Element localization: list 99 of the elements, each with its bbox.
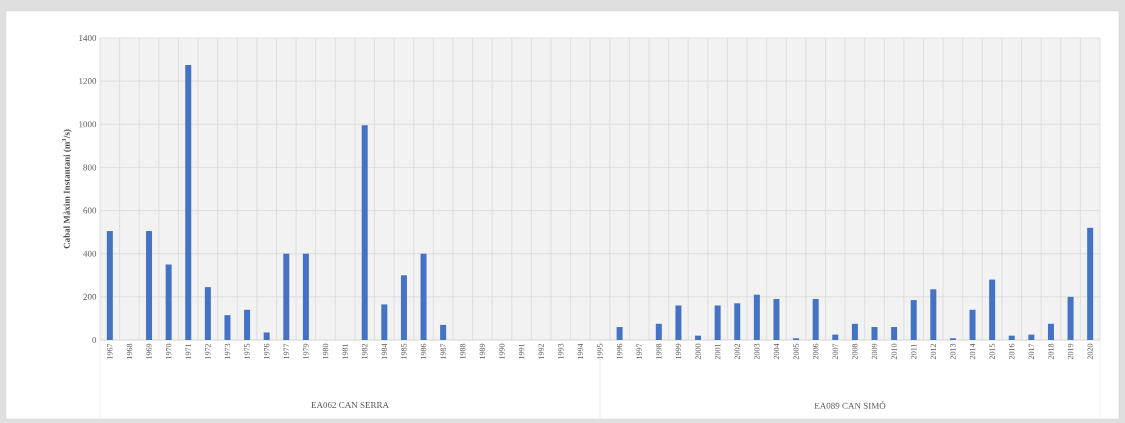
x-tick-label: 2001 <box>714 344 721 360</box>
text: EA062 CAN SERRA <box>311 401 389 409</box>
y-tick-label: 1400 <box>79 34 97 42</box>
x-tick-label: 1976 <box>263 343 270 359</box>
bar <box>302 253 309 340</box>
y-tick-label: 0 <box>92 336 97 344</box>
y-axis-title: Cabal Màxim Instantani (m$^{3}$/s) <box>61 129 72 249</box>
x-tick-label: 1970 <box>165 343 172 359</box>
x-tick-label: 1981 <box>342 344 348 359</box>
bar <box>1047 323 1054 340</box>
bar <box>910 300 917 340</box>
bar <box>224 315 231 340</box>
x-tick-label: 1989 <box>479 343 486 359</box>
y-tick-label: 400 <box>83 250 97 257</box>
bar <box>283 253 290 340</box>
x-tick-label: 2020 <box>1087 343 1093 360</box>
x-tick-label: 2008 <box>852 343 858 360</box>
bar <box>714 305 721 340</box>
x-tick-label: 2015 <box>989 343 995 360</box>
x-tick-label: 2013 <box>950 343 956 360</box>
x-tick-label: 1984 <box>381 343 388 359</box>
bar <box>1028 334 1035 340</box>
x-tick-label: 2010 <box>891 343 897 360</box>
x-tick-label: 1988 <box>460 343 466 359</box>
y-tick-label: 1200 <box>79 78 97 85</box>
x-tick-label: 2009 <box>871 343 878 360</box>
x-tick-label: 1992 <box>538 343 544 359</box>
bar <box>871 327 878 340</box>
bar <box>812 299 819 340</box>
x-tick-label: 1969 <box>146 343 152 359</box>
x-tick-label: 1975 <box>244 343 250 359</box>
x-tick-label: 1990 <box>499 343 505 359</box>
x-tick-label: 2007 <box>832 343 838 360</box>
x-tick-label: 2012 <box>930 343 937 360</box>
bar <box>989 279 996 340</box>
x-tick-label: 1987 <box>440 343 446 359</box>
bar <box>1067 296 1074 340</box>
x-tick-label: 1982 <box>362 343 368 359</box>
bar <box>832 334 839 340</box>
x-tick-label: 1994 <box>577 343 584 359</box>
bar <box>773 299 780 340</box>
x-tick-label: 1968 <box>126 343 133 359</box>
bar <box>185 64 192 340</box>
x-tick-label: 2018 <box>1048 343 1054 360</box>
x-tick-label: 1996 <box>616 343 623 359</box>
x-tick-label: 1993 <box>558 343 564 359</box>
x-tick-label: 2017 <box>1028 343 1035 360</box>
x-tick-label: 2019 <box>1067 343 1074 360</box>
bar <box>655 323 662 340</box>
bar <box>420 253 427 340</box>
bar <box>146 231 153 340</box>
bar <box>851 323 858 340</box>
bar <box>106 231 113 340</box>
bar <box>734 303 741 340</box>
x-tick-label: 1980 <box>322 343 329 359</box>
x-tick-label: 1967 <box>107 343 113 359</box>
x-tick-label: 1998 <box>656 343 662 359</box>
bar <box>753 294 760 340</box>
x-tick-label: 1972 <box>205 343 211 359</box>
x-tick-label: 2011 <box>911 344 917 359</box>
x-tick-label: 1986 <box>420 343 427 359</box>
x-tick-label: 1979 <box>303 343 309 359</box>
x-tick-label: 2002 <box>734 343 740 360</box>
x-tick-label: 2014 <box>969 343 976 360</box>
x-tick-label: 1973 <box>224 343 231 359</box>
bar <box>244 309 251 340</box>
x-tick-label: 2003 <box>754 343 760 360</box>
x-tick-label: 2000 <box>695 343 701 360</box>
text: EA089 CAN SIMÓ <box>814 401 886 409</box>
bar <box>969 309 976 340</box>
x-tick-label: 1991 <box>518 344 525 359</box>
bar <box>440 324 447 340</box>
bar <box>381 304 388 340</box>
bar <box>1008 335 1015 340</box>
x-tick-label: 1985 <box>401 343 407 359</box>
y-tick-label: 1000 <box>79 121 97 128</box>
bar <box>616 327 623 340</box>
y-tick-label: 200 <box>83 293 97 300</box>
x-tick-label: 1977 <box>283 343 289 359</box>
bar <box>263 332 270 340</box>
bar <box>891 327 898 340</box>
bar <box>675 305 682 340</box>
y-tick-label: 800 <box>83 164 97 171</box>
x-tick-label: 1995 <box>597 343 603 359</box>
x-tick-label: 1999 <box>675 343 682 359</box>
y-tick-label: 600 <box>83 207 97 214</box>
x-tick-label: 2006 <box>812 343 819 360</box>
x-tick-label: 1997 <box>636 343 642 359</box>
bar <box>400 275 407 340</box>
bar <box>930 289 937 340</box>
bar <box>204 287 211 340</box>
x-tick-label: 2005 <box>793 343 799 360</box>
bar <box>1087 227 1094 340</box>
bar <box>695 335 702 340</box>
bar <box>165 264 172 340</box>
x-tick-label: 2016 <box>1009 343 1015 360</box>
x-tick-label: 2004 <box>773 343 780 360</box>
x-tick-label: 1971 <box>185 344 191 359</box>
bar <box>361 125 368 340</box>
